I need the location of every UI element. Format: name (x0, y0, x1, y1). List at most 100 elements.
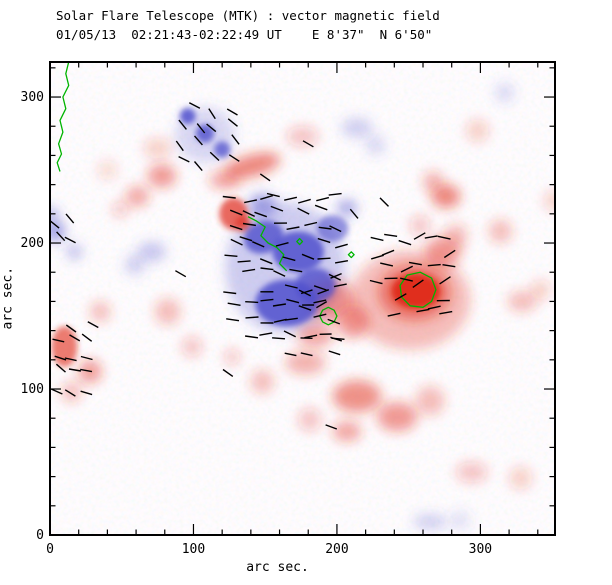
positive-polarity-blob (224, 152, 281, 179)
field-contour (56, 62, 70, 172)
positive-polarity-blob (219, 197, 248, 230)
field-vector (298, 305, 312, 311)
field-vector (272, 337, 286, 340)
positive-polarity-blob (391, 273, 441, 309)
field-vector (286, 226, 300, 230)
field-vector (394, 293, 407, 301)
negative-polarity-blob (412, 513, 448, 530)
field-vector (439, 310, 453, 315)
field-contour (347, 251, 355, 259)
field-vector (245, 316, 259, 319)
field-vector (254, 211, 268, 218)
field-vector (226, 318, 240, 322)
field-vector (313, 313, 327, 318)
field-vector (328, 192, 342, 196)
field-vector (65, 324, 77, 333)
positive-polarity-blob (410, 215, 431, 236)
y-tick-label: 200 (21, 236, 44, 251)
positive-polarity-blob (431, 184, 461, 208)
field-vector (193, 135, 203, 146)
field-vector (175, 140, 184, 152)
positive-polarity-blob (530, 279, 551, 300)
positive-polarity-blob (154, 298, 181, 325)
field-vector (335, 243, 348, 249)
field-vector (237, 260, 251, 263)
field-vector (387, 312, 401, 317)
field-vector (327, 318, 341, 325)
field-vector (398, 239, 412, 246)
positive-polarity-blob (224, 348, 241, 365)
field-vector (64, 236, 76, 244)
field-vector (81, 333, 93, 342)
field-vector (175, 270, 187, 278)
field-vector (325, 424, 338, 430)
field-vector (227, 118, 238, 127)
field-vector (229, 209, 243, 216)
field-vector (273, 270, 286, 277)
field-vector (206, 123, 217, 133)
negative-polarity-blob (341, 117, 373, 138)
field-contour (296, 237, 304, 246)
tick-label-layer: 0 100 200 300 0 100 200 300 (21, 90, 493, 557)
field-vector (222, 195, 236, 199)
field-vector (329, 225, 342, 233)
positive-polarity-blob (489, 219, 512, 244)
field-vector (282, 256, 296, 262)
field-vector (224, 254, 238, 257)
field-vector (259, 332, 273, 336)
field-vector (289, 268, 303, 273)
field-vector (55, 363, 66, 373)
field-contour (247, 216, 288, 272)
field-vector (239, 236, 253, 242)
field-vector (284, 196, 298, 201)
field-vector (231, 134, 240, 145)
y-tick-label: 100 (21, 382, 44, 397)
field-vector (369, 279, 383, 285)
y-tick-label: 300 (21, 90, 44, 105)
field-vector (416, 308, 430, 313)
field-vector (384, 233, 398, 237)
field-vector (270, 205, 284, 212)
field-vector (408, 261, 422, 266)
field-vector (178, 155, 190, 163)
negative-polarity-blob (272, 231, 325, 273)
field-vector (56, 231, 66, 242)
field-vector (64, 357, 77, 362)
field-vector (439, 276, 451, 285)
positive-polarity-blob (285, 351, 326, 375)
field-vector (242, 222, 257, 227)
contour-layer (56, 62, 437, 326)
field-vector (304, 221, 318, 227)
field-vector (283, 330, 297, 338)
field-vector (427, 305, 441, 310)
negative-polarity-blob (137, 241, 167, 263)
positive-polarity-blob (507, 291, 537, 312)
field-vector (260, 298, 274, 302)
positive-polarity-blob (509, 466, 533, 490)
field-vector (252, 241, 265, 248)
field-vector (209, 151, 220, 162)
positive-polarity-blob (425, 237, 462, 267)
positive-polarity-blob (51, 326, 78, 368)
field-vector (259, 258, 273, 265)
field-vector (400, 277, 413, 282)
field-vector (193, 161, 203, 172)
positive-polarity-blob (143, 137, 172, 159)
field-vector (297, 207, 310, 215)
field-vector (222, 368, 234, 377)
field-vector (442, 264, 456, 268)
positive-polarity-blob (466, 118, 490, 143)
negative-polarity-blob (124, 254, 145, 276)
positive-polarity-blob (332, 380, 382, 413)
x-tick-label: 0 (46, 542, 54, 557)
field-vector (242, 210, 256, 218)
field-vector (286, 298, 300, 304)
plot-frame (49, 61, 556, 536)
field-vector (228, 154, 240, 162)
negative-polarity-blob (450, 510, 471, 531)
figure-title: Solar Flare Telescope (MTK) : vector mag… (56, 8, 440, 23)
field-contour (399, 271, 437, 308)
field-vector (412, 279, 424, 288)
negative-polarity-blob (50, 207, 60, 224)
